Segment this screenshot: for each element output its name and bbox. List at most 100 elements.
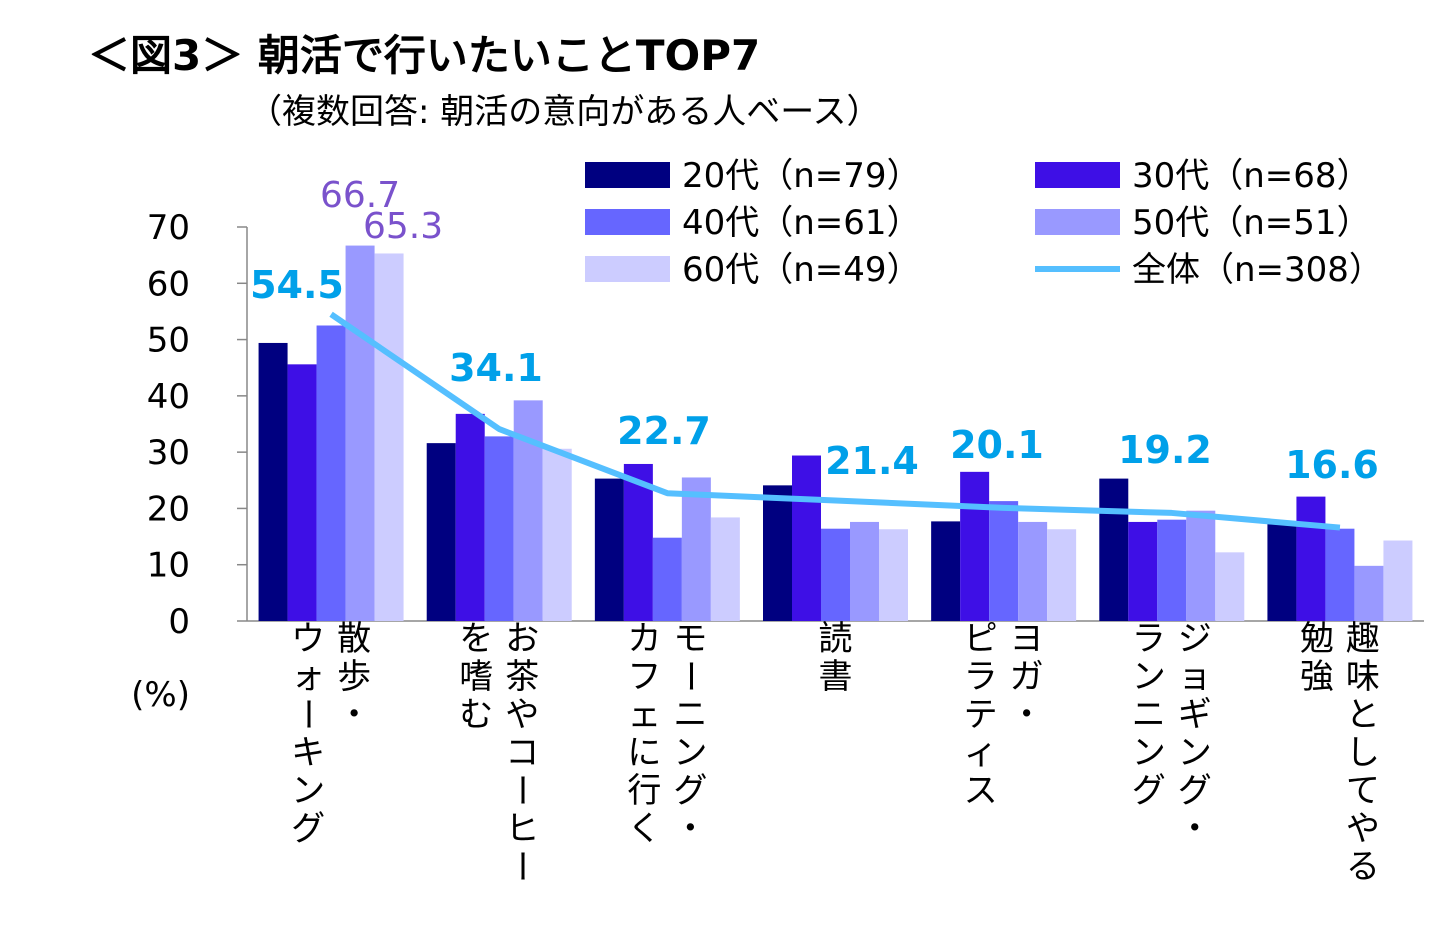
category-label-char: し <box>1346 733 1380 773</box>
bar-30s <box>792 455 821 621</box>
category-label-char: 嗜 <box>459 657 493 697</box>
category-label-char: 強 <box>1300 657 1334 697</box>
category-label-char: ギ <box>1178 695 1212 735</box>
bar-50s <box>681 477 711 621</box>
bar-60s <box>879 529 908 621</box>
category-label-char: ジ <box>1178 619 1212 659</box>
category-label-char: 散 <box>337 619 371 659</box>
category-label-char: フ <box>627 657 661 697</box>
category-label-char: ー <box>669 659 709 693</box>
category-label-char: る <box>1346 847 1380 887</box>
category-label-char: ヒ <box>505 809 539 849</box>
bar-50s <box>850 521 879 621</box>
legend-label: 40代（n=61） <box>682 203 921 243</box>
bar-20s <box>1267 521 1297 621</box>
legend-label: 30代（n=68） <box>1132 156 1371 196</box>
category-label-char: グ <box>291 809 325 849</box>
bar-50s <box>345 245 375 621</box>
bar-60s <box>710 517 740 621</box>
category-label-char: を <box>459 619 493 659</box>
category-label-char: テ <box>964 695 998 735</box>
y-tick-label: 0 <box>168 602 190 642</box>
category-label-char: ェ <box>627 695 661 735</box>
category-label-char: お <box>505 619 539 659</box>
category-label-char: ィ <box>964 733 998 773</box>
line-data-label: 22.7 <box>617 409 711 453</box>
category-label-char: 茶 <box>505 657 539 697</box>
category-label-char: カ <box>627 619 661 659</box>
category-label-char: ョ <box>1178 657 1212 697</box>
category-label-char: や <box>505 695 539 735</box>
legend-swatch <box>585 256 670 282</box>
bar-30s <box>1296 496 1326 621</box>
category-label-char: 行 <box>627 771 661 811</box>
legend-swatch <box>1035 209 1120 235</box>
bar-data-label: 66.7 <box>320 175 400 216</box>
bar-40s <box>484 436 514 621</box>
bar-data-label: 65.3 <box>363 206 443 247</box>
category-label-char: ・ <box>1010 695 1044 735</box>
bar-40s <box>652 537 682 621</box>
bar-60s <box>1047 529 1077 621</box>
y-tick-label: 60 <box>147 264 190 304</box>
line-data-label: 16.6 <box>1285 443 1379 487</box>
category-label-char: ガ <box>1010 657 1044 697</box>
category-label-char: モ <box>673 619 707 659</box>
y-tick-label: 40 <box>147 377 190 417</box>
y-tick-label: 20 <box>147 489 190 529</box>
y-unit-label: (%) <box>131 675 190 715</box>
category-label-char: ス <box>964 771 998 811</box>
bar-40s <box>1325 528 1355 621</box>
bar-40s <box>989 501 1019 621</box>
category-label-char: て <box>1346 771 1380 811</box>
bar-50s <box>1354 565 1384 621</box>
category-label-char: ラ <box>964 657 998 697</box>
line-data-label: 19.2 <box>1118 428 1212 472</box>
category-label-char: ン <box>673 733 707 773</box>
bar-60s <box>1215 552 1245 621</box>
bar-30s <box>287 364 317 621</box>
line-data-label: 21.4 <box>825 439 919 483</box>
y-tick-label: 30 <box>147 433 190 473</box>
chart-title: ＜図3＞ 朝活で行いたいことTOP7 <box>88 31 761 80</box>
category-label-char: ン <box>1132 657 1166 697</box>
category-label-char: 趣 <box>1346 619 1380 659</box>
category-label-char: と <box>1346 695 1380 735</box>
bar-60s <box>374 253 404 621</box>
category-label-char: く <box>627 809 661 849</box>
category-label-char: む <box>459 695 493 735</box>
category-label-char: 歩 <box>337 657 371 697</box>
category-label-char: ラ <box>1132 619 1166 659</box>
category-label-char: ニ <box>673 695 707 735</box>
bar-30s <box>1128 521 1158 621</box>
bar-50s <box>1186 510 1216 621</box>
category-label-char: ー <box>287 697 327 731</box>
category-label-char: ー <box>501 849 541 883</box>
category-label-char: ピ <box>964 619 998 659</box>
category-label-char: 書 <box>819 657 853 697</box>
bar-60s <box>1383 540 1413 621</box>
line-data-label: 20.1 <box>950 423 1044 467</box>
category-label-char: 勉 <box>1300 619 1334 659</box>
category-label-char: グ <box>673 771 707 811</box>
legend-label: 50代（n=51） <box>1132 203 1371 243</box>
category-label-char: ・ <box>1178 809 1212 849</box>
category-label-char: や <box>1346 809 1380 849</box>
y-tick-label: 50 <box>147 321 190 361</box>
bar-40s <box>316 325 346 621</box>
legend-label: 20代（n=79） <box>682 156 921 196</box>
bar-30s <box>455 413 485 621</box>
category-label-char: コ <box>505 733 539 773</box>
bar-40s <box>1157 519 1187 621</box>
category-label-char: ン <box>1178 733 1212 773</box>
category-label-char: ォ <box>291 657 325 697</box>
category-label-char: 味 <box>1346 657 1380 697</box>
y-tick-label: 10 <box>147 546 190 586</box>
legend-swatch <box>585 162 670 188</box>
category-label-char: ー <box>501 773 541 807</box>
line-data-label: 34.1 <box>449 346 543 390</box>
category-label-char: に <box>627 733 661 773</box>
category-label-char: キ <box>291 733 325 773</box>
legend-swatch <box>585 209 670 235</box>
